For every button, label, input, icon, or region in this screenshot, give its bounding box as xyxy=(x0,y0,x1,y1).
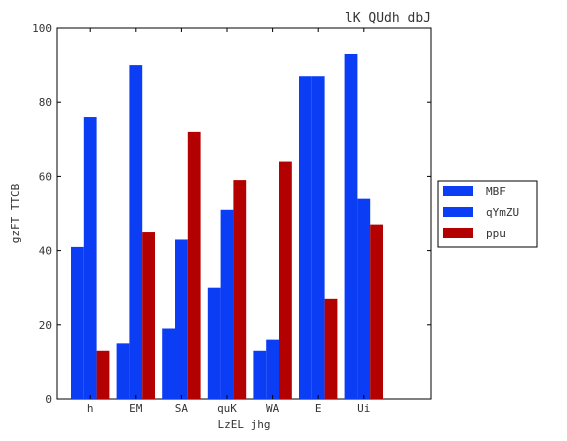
legend-swatch-MBF xyxy=(443,186,473,196)
chart-title: lK QUdh dbJ xyxy=(345,11,431,26)
bar-qYmZU-WA xyxy=(266,339,279,399)
y-tick-label: 60 xyxy=(39,170,52,183)
bar-ppu-h xyxy=(96,350,110,399)
bar-qYmZU-E xyxy=(311,76,325,399)
y-axis-label: gzFT TTCB xyxy=(9,183,22,243)
bar-ppu-WA xyxy=(279,161,292,399)
bar-MBF-quK xyxy=(207,287,221,399)
bar-MBF-EM xyxy=(116,343,130,399)
bar-MBF-WA xyxy=(253,350,267,399)
x-tick-label: E xyxy=(315,402,322,415)
bars-group xyxy=(71,53,383,399)
y-tick-label: 80 xyxy=(39,96,52,109)
legend-label-MBF: MBF xyxy=(486,185,506,198)
y-tick-label: 0 xyxy=(45,393,52,406)
x-tick-label: quK xyxy=(217,402,237,415)
bar-qYmZU-SA xyxy=(175,239,188,399)
x-tick-label: WA xyxy=(266,402,280,415)
bar-ppu-E xyxy=(324,298,338,399)
bar-MBF-h xyxy=(71,246,84,399)
x-tick-label: EM xyxy=(129,402,143,415)
bar-ppu-Ui xyxy=(370,224,383,399)
bar-qYmZU-EM xyxy=(129,65,143,399)
bar-MBF-Ui xyxy=(344,53,358,399)
x-tick-label: h xyxy=(87,402,94,415)
bar-qYmZU-Ui xyxy=(357,198,371,399)
y-axis: 0 20 40 60 80 100 xyxy=(32,22,431,406)
bar-qYmZU-quK xyxy=(220,209,234,399)
legend-swatch-qYmZU xyxy=(443,207,473,217)
bar-ppu-SA xyxy=(187,131,201,399)
y-tick-label: 40 xyxy=(39,245,52,258)
legend-label-qYmZU: qYmZU xyxy=(486,206,519,219)
bar-ppu-EM xyxy=(142,232,155,399)
legend-label-ppu: ppu xyxy=(486,227,506,240)
bar-MBF-E xyxy=(299,76,312,399)
y-tick-label: 20 xyxy=(39,319,52,332)
x-axis: h EM SA quK WA E Ui xyxy=(87,28,370,415)
x-tick-label: SA xyxy=(175,402,189,415)
x-tick-label: Ui xyxy=(357,402,370,415)
legend-swatch-ppu xyxy=(443,228,473,238)
bar-ppu-quK xyxy=(233,180,247,399)
bar-qYmZU-h xyxy=(83,117,97,399)
x-axis-label: LzEL jhg xyxy=(218,418,271,431)
y-tick-label: 100 xyxy=(32,22,52,35)
legend: MBF qYmZU ppu xyxy=(437,180,538,248)
bar-MBF-SA xyxy=(162,328,175,399)
